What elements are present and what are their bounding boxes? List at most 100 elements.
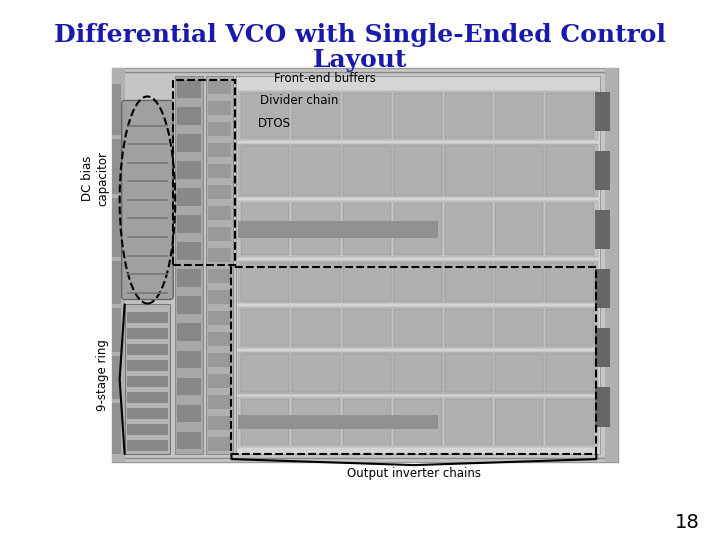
Text: DC bias
capacitor: DC bias capacitor [81, 151, 109, 206]
Bar [177, 107, 201, 125]
FancyBboxPatch shape [122, 100, 174, 300]
Bar [343, 146, 391, 195]
Bar [112, 68, 618, 462]
Bar [238, 261, 598, 303]
Bar [112, 308, 121, 352]
Bar [127, 312, 168, 323]
Bar [394, 146, 441, 195]
Bar [394, 354, 441, 392]
Bar [238, 220, 438, 238]
Bar [207, 227, 231, 241]
Bar [546, 146, 594, 195]
Bar [495, 263, 544, 301]
Bar [174, 80, 235, 265]
Bar [444, 354, 492, 392]
Bar [495, 146, 544, 195]
Bar [207, 80, 231, 94]
Bar [444, 202, 492, 255]
Bar [207, 206, 231, 220]
Bar [112, 403, 121, 454]
Bar [177, 377, 201, 395]
Bar [606, 68, 618, 462]
Bar [238, 415, 438, 429]
Text: 9-stage ring: 9-stage ring [96, 339, 109, 411]
Bar [495, 354, 544, 392]
Bar [546, 354, 594, 392]
Bar [546, 93, 594, 138]
Text: DTOS: DTOS [258, 117, 290, 130]
Bar [444, 93, 492, 138]
Bar [595, 328, 611, 367]
Bar [495, 308, 544, 346]
Bar [343, 354, 391, 392]
Bar [207, 312, 231, 325]
Bar [238, 144, 598, 197]
Bar [177, 161, 201, 179]
Bar [292, 93, 340, 138]
Bar [177, 215, 201, 233]
Bar [495, 93, 544, 138]
Bar [241, 354, 289, 392]
Bar [207, 248, 231, 262]
Bar [177, 242, 201, 260]
Bar [292, 146, 340, 195]
Bar [444, 146, 492, 195]
Bar [207, 416, 231, 430]
Bar [177, 323, 201, 341]
Bar [238, 352, 598, 394]
Bar [112, 68, 125, 462]
Bar [207, 269, 231, 283]
Bar [241, 263, 289, 301]
Bar [206, 76, 233, 454]
Text: Differential VCO with Single-Ended Control: Differential VCO with Single-Ended Contr… [54, 23, 666, 47]
Text: Layout: Layout [312, 48, 408, 72]
Bar [207, 374, 231, 388]
Bar [394, 202, 441, 255]
Bar [343, 263, 391, 301]
Bar [595, 92, 611, 131]
Bar [444, 308, 492, 346]
Bar [444, 400, 492, 444]
Bar [231, 267, 596, 454]
Bar [238, 307, 598, 348]
Bar [112, 356, 121, 399]
Bar [495, 400, 544, 444]
Bar [444, 263, 492, 301]
Bar [546, 263, 594, 301]
Bar [112, 139, 121, 194]
Bar [394, 308, 441, 346]
Bar [127, 328, 168, 339]
Bar [292, 400, 340, 444]
Bar [175, 76, 203, 454]
Bar [177, 80, 201, 98]
Bar [241, 93, 289, 138]
Bar [127, 424, 168, 435]
Bar [207, 437, 231, 451]
Bar [595, 387, 611, 427]
Bar [241, 202, 289, 255]
Bar [127, 440, 168, 451]
Bar [546, 202, 594, 255]
Bar [292, 308, 340, 346]
Bar [546, 308, 594, 346]
Bar [343, 202, 391, 255]
Bar [112, 261, 121, 305]
Bar [207, 333, 231, 346]
Bar [394, 93, 441, 138]
Bar [292, 263, 340, 301]
Text: Output inverter chains: Output inverter chains [347, 467, 481, 480]
Text: Front-end buffers: Front-end buffers [274, 72, 375, 85]
Bar [112, 198, 121, 257]
Bar [207, 101, 231, 115]
Bar [177, 134, 201, 152]
Bar [343, 93, 391, 138]
Bar [112, 84, 121, 135]
Bar [127, 408, 168, 419]
Bar [595, 151, 611, 190]
Bar [241, 146, 289, 195]
Bar [241, 400, 289, 444]
Bar [241, 308, 289, 346]
Bar [127, 392, 168, 403]
Bar [343, 308, 391, 346]
Bar [595, 269, 611, 308]
